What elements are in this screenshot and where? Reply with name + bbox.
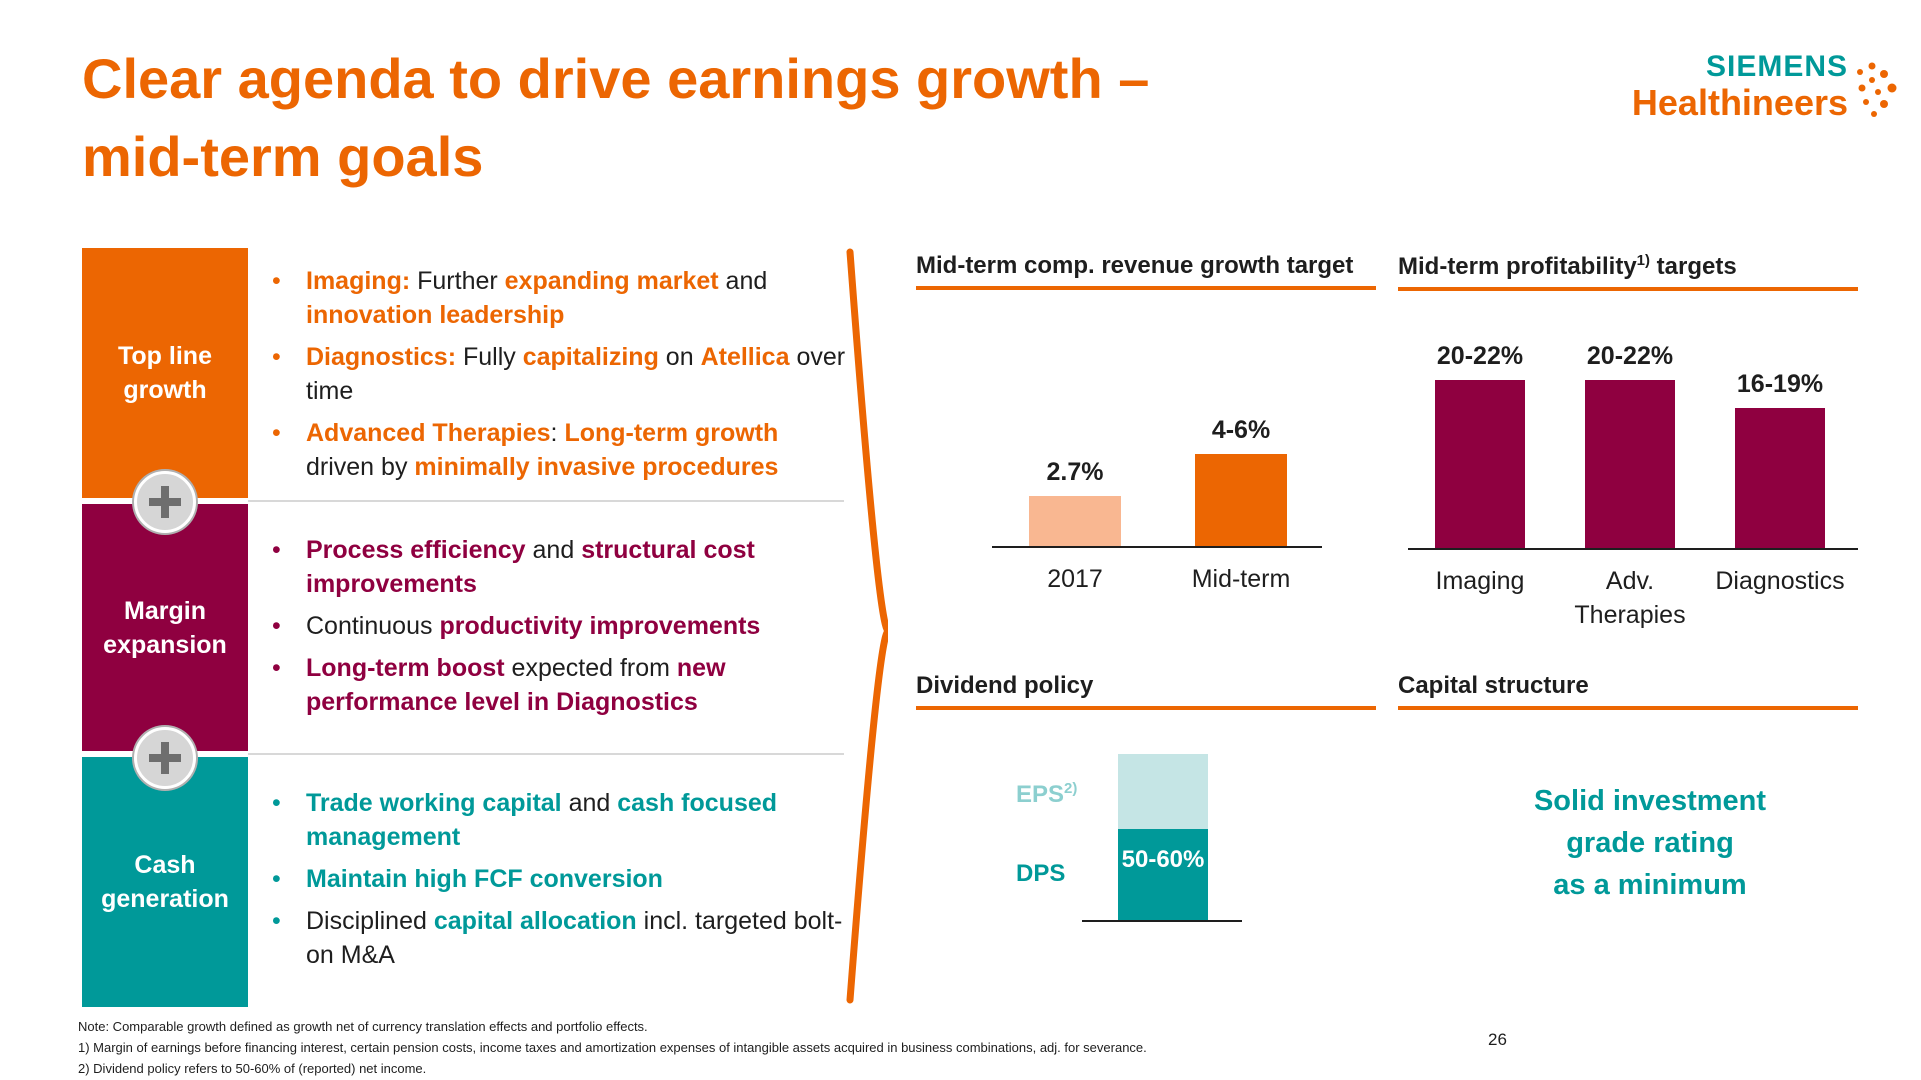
category-label: Diagnostics <box>1715 567 1845 595</box>
bar-value-label: 20-22% <box>1436 342 1524 371</box>
dps-label: DPS <box>1016 860 1066 887</box>
margin-expansion-label: Margin expansion <box>103 596 227 659</box>
x-axis-line <box>1408 548 1858 550</box>
top-line-growth-box: Top line growth <box>82 248 248 498</box>
plus-icon <box>134 727 196 789</box>
footnote-1: 1) Margin of earnings before financing i… <box>78 1040 1147 1055</box>
bar-value-label: 4-6% <box>1211 415 1271 444</box>
chart-bar <box>1735 408 1825 548</box>
title-line-1: Clear agenda to drive earnings growth – <box>82 47 1150 110</box>
revenue-section-title: Mid-term comp. revenue growth target <box>916 252 1376 290</box>
dividend-policy-chart: 50-60% EPS2) DPS <box>916 740 1376 940</box>
footnote-2: 2) Dividend policy refers to 50-60% of (… <box>78 1061 427 1076</box>
category-label: 2017 <box>1047 565 1103 593</box>
category-label: Adv. Therapies <box>1574 567 1686 629</box>
bullet-item: Continuous productivity improvements <box>270 609 850 643</box>
revenue-growth-chart: 2.7% 2017 4-6% Mid-term <box>916 340 1376 650</box>
chart-bar <box>1435 380 1525 548</box>
chart-bar <box>1585 380 1675 548</box>
cash-generation-bullets: Trade working capital and cash focused m… <box>270 786 850 980</box>
margin-expansion-box: Margin expansion <box>82 504 248 751</box>
dividend-section-title: Dividend policy <box>916 672 1376 710</box>
category-label: Mid-term <box>1191 565 1291 593</box>
bullet-item: Maintain high FCF conversion <box>270 862 850 896</box>
profitability-section-title: Mid-term profitability1) targets <box>1398 252 1858 291</box>
slide-title: Clear agenda to drive earnings growth – … <box>82 40 1282 196</box>
logo-brand-text: SIEMENS <box>1705 50 1848 83</box>
x-axis-line <box>1082 920 1242 922</box>
bullet-item: Trade working capital and cash focused m… <box>270 786 850 854</box>
eps-label: EPS2) <box>1016 780 1078 808</box>
bullet-item: Process efficiency and structural cost i… <box>270 533 850 601</box>
cash-generation-label: Cash generation <box>101 851 229 913</box>
row-divider <box>248 500 844 502</box>
capital-section-title: Capital structure <box>1398 672 1858 710</box>
chevron-divider-icon <box>846 248 888 1004</box>
siemens-healthineers-logo: SIEMENS Healthineers <box>1630 50 1900 130</box>
bar-value-label: 2.7% <box>1046 458 1104 487</box>
bullet-item: Long-term boost expected from new perfor… <box>270 651 850 719</box>
top-line-growth-label: Top line growth <box>118 342 212 404</box>
plus-icon <box>134 471 196 533</box>
footnotes: Note: Comparable growth defined as growt… <box>78 1016 1147 1079</box>
page-number: 26 <box>1488 1030 1507 1049</box>
top-line-growth-bullets: Imaging: Further expanding market and in… <box>270 264 850 492</box>
bar-value-label: 16-19% <box>1736 370 1824 399</box>
x-axis-line <box>992 546 1322 548</box>
cash-generation-box: Cash generation <box>82 757 248 1007</box>
bullet-item: Disciplined capital allocation incl. tar… <box>270 904 850 972</box>
bullet-item: Imaging: Further expanding market and in… <box>270 264 850 332</box>
logo-sub-text: Healthineers <box>1631 82 1848 123</box>
bar-value-label: 20-22% <box>1586 342 1674 371</box>
bullet-item: Advanced Therapies: Long-term growth dri… <box>270 416 850 484</box>
title-line-2: mid-term goals <box>82 125 484 188</box>
dps-value-label: 50-60% <box>1121 846 1205 874</box>
chart-bar <box>1195 453 1287 546</box>
footnote-note: Note: Comparable growth defined as growt… <box>78 1019 648 1034</box>
capital-structure-statement: Solid investment grade rating as a minim… <box>1533 785 1767 901</box>
profitability-chart: 20-22% Imaging 20-22% Adv. Therapies 16-19% Di… <box>1398 320 1858 650</box>
bullet-item: Diagnostics: Fully capitalizing on Atell… <box>270 340 850 408</box>
chart-bar <box>1029 496 1121 546</box>
margin-expansion-bullets: Process efficiency and structural cost i… <box>270 533 850 727</box>
row-divider <box>248 753 844 755</box>
dps-bar-segment: 50-60% <box>1118 828 1208 920</box>
logo-dots-icon <box>1857 62 1897 117</box>
category-label: Imaging <box>1435 567 1525 595</box>
